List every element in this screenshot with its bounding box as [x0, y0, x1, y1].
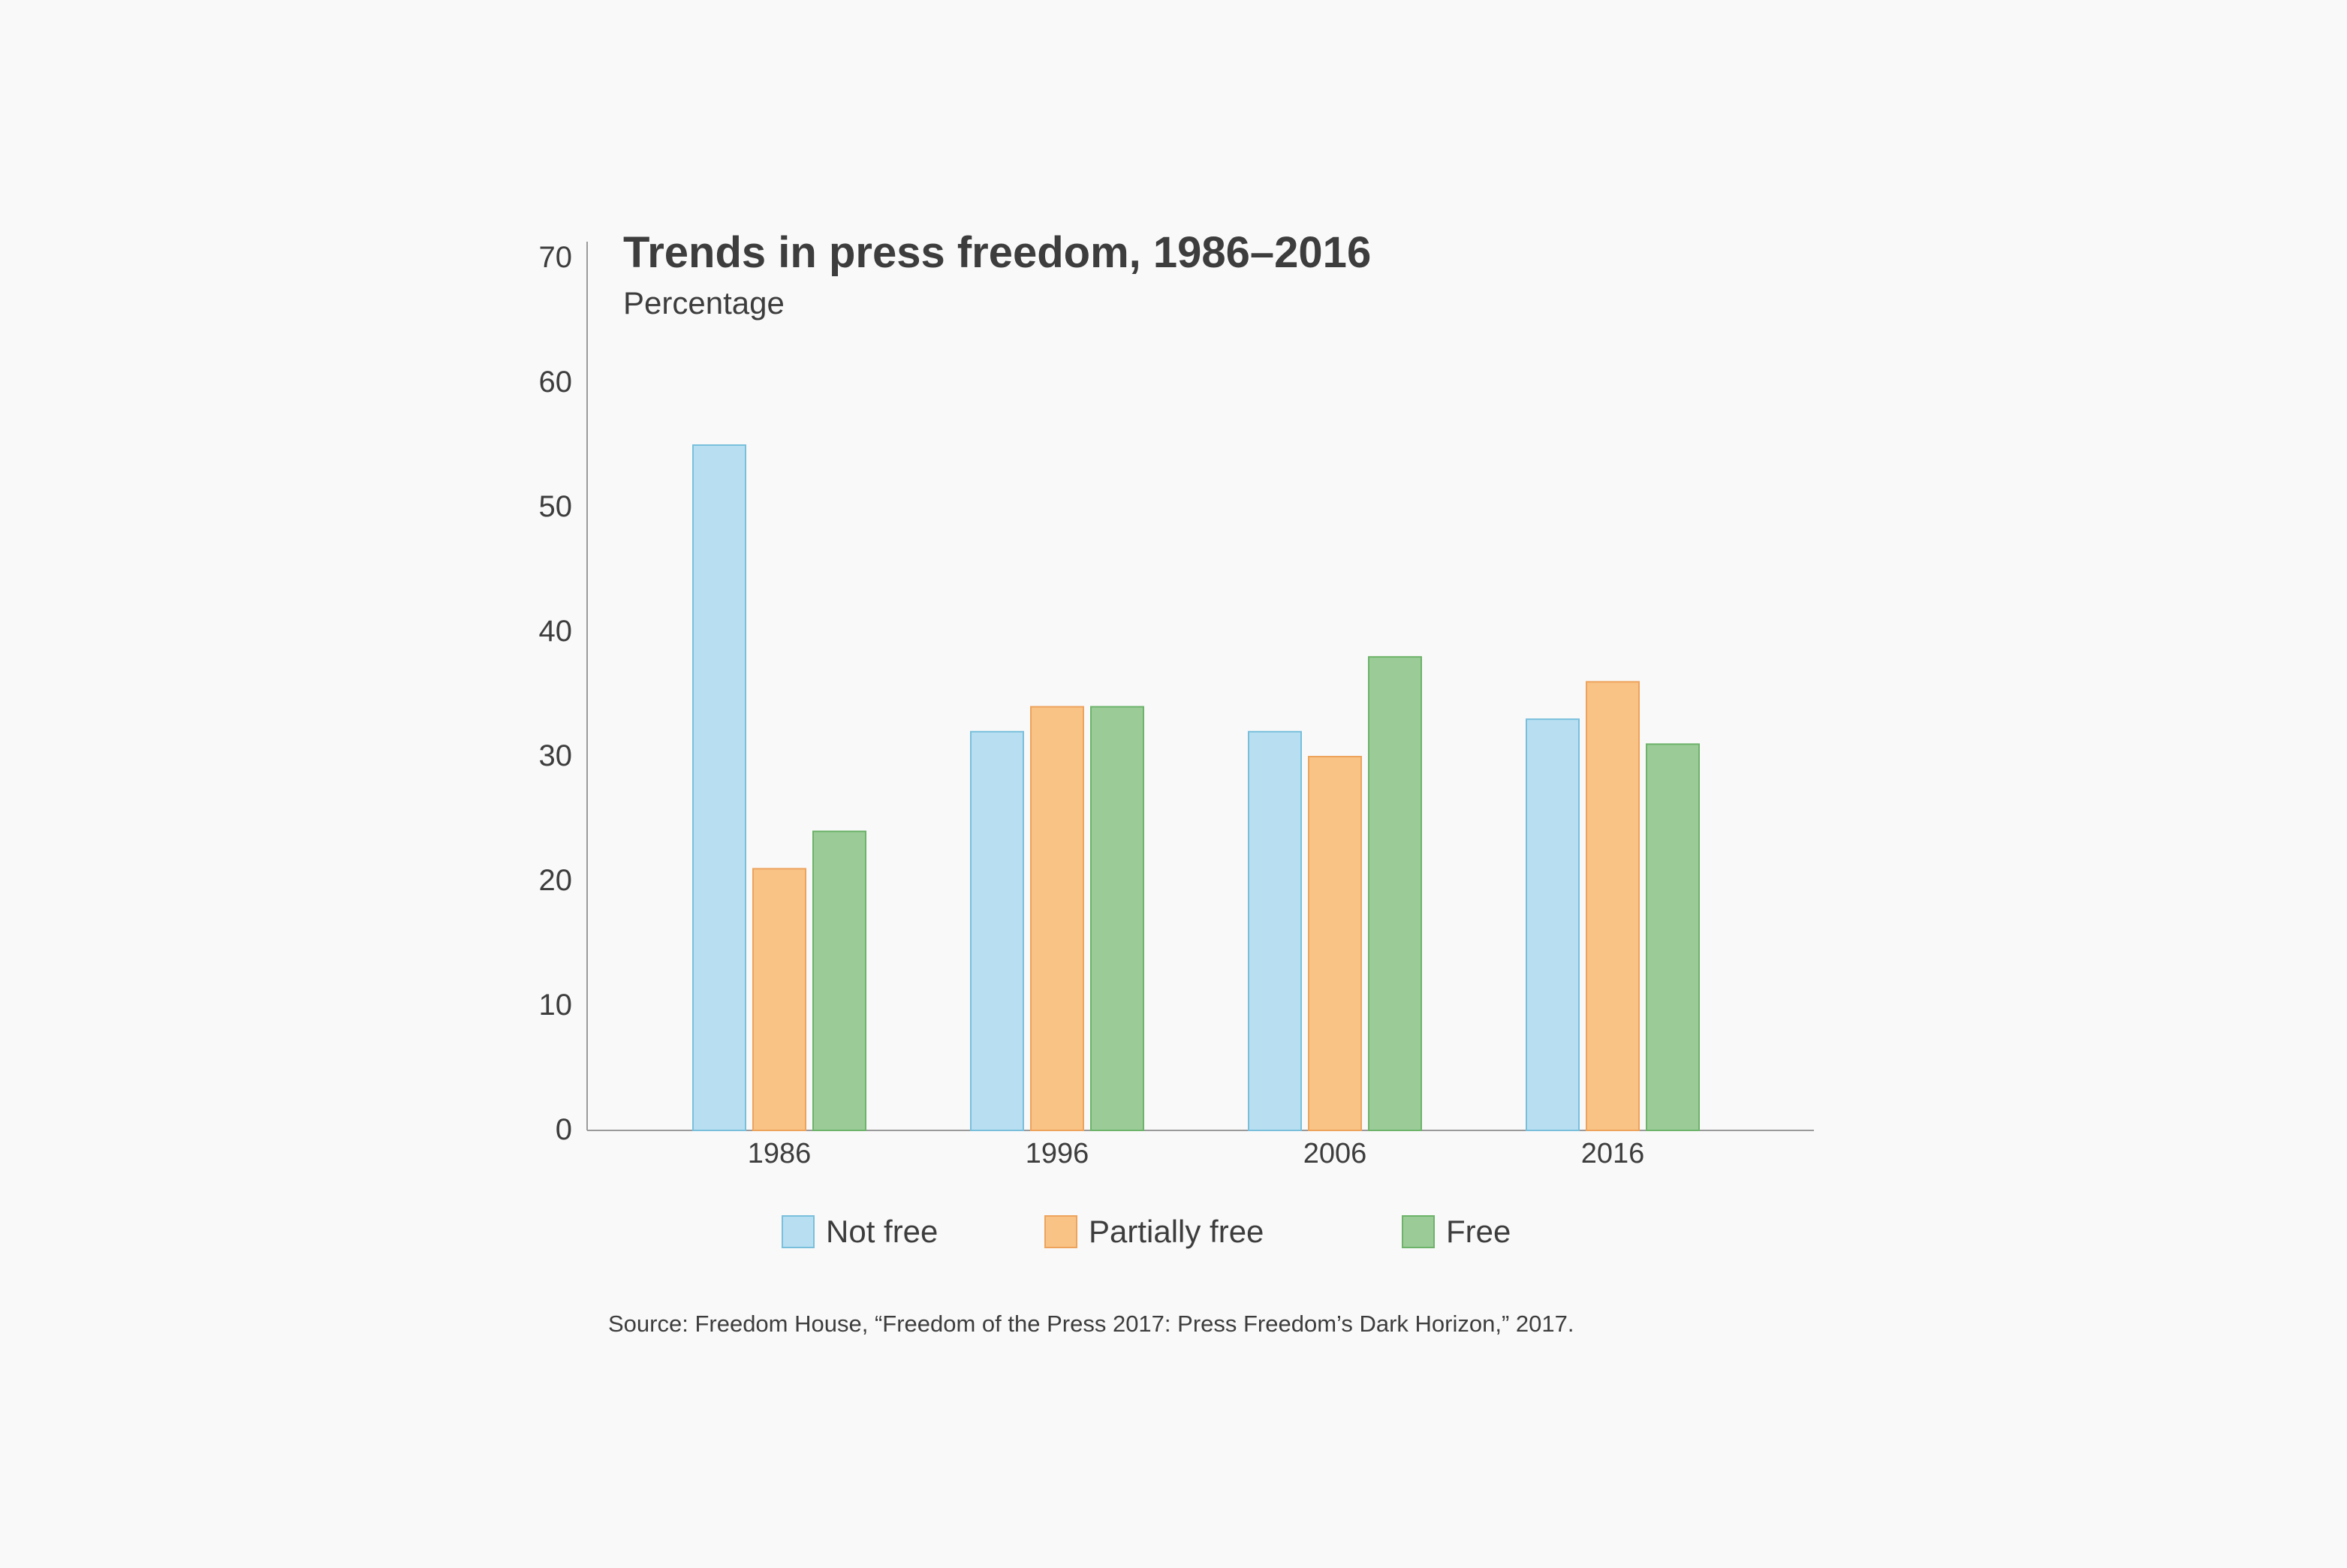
bars [692, 444, 1700, 1132]
x-tick-label: 1986 [748, 1138, 812, 1169]
y-tick-label: 60 [539, 366, 573, 399]
y-tick-label: 0 [556, 1113, 572, 1146]
x-tick-label: 2016 [1581, 1138, 1645, 1169]
y-tick-label: 50 [539, 490, 573, 523]
bar-partially-free [752, 868, 806, 1132]
x-axis: 1986 1996 2006 2016 [587, 1130, 1814, 1169]
legend-label: Not free [826, 1214, 938, 1249]
chart-title: Trends in press freedom, 1986–2016 [623, 228, 1371, 277]
legend-swatch [1402, 1215, 1435, 1248]
source-note: Source: Freedom House, “Freedom of the P… [608, 1311, 1574, 1337]
y-tick-label: 10 [539, 989, 573, 1022]
bar-partially-free [1308, 756, 1362, 1131]
x-tick-label: 2006 [1303, 1138, 1367, 1169]
y-tick-label: 70 [539, 241, 573, 274]
bar-free [1368, 656, 1422, 1131]
y-tick-label: 30 [539, 739, 573, 772]
legend-swatch [782, 1215, 815, 1248]
bar-free [812, 830, 866, 1131]
x-tick-label: 1996 [1026, 1138, 1089, 1169]
legend-label: Free [1446, 1214, 1511, 1249]
bar-not-free [1248, 730, 1302, 1131]
legend: Not free Partially free Free [782, 1214, 1511, 1249]
bar-free [1090, 706, 1144, 1131]
y-tick-label: 20 [539, 864, 573, 897]
legend-label: Partially free [1089, 1214, 1264, 1249]
legend-swatch [1044, 1215, 1077, 1248]
y-axis: 0 10 20 30 40 50 60 70 [539, 241, 588, 1146]
bar-partially-free [1586, 681, 1640, 1131]
bar-partially-free [1030, 706, 1084, 1131]
bar-free [1646, 743, 1700, 1131]
y-tick-label: 40 [539, 615, 573, 648]
bar-not-free [970, 730, 1024, 1131]
chart-subtitle: Percentage [623, 285, 785, 321]
bar-not-free [1526, 718, 1580, 1131]
bar-not-free [692, 444, 746, 1131]
